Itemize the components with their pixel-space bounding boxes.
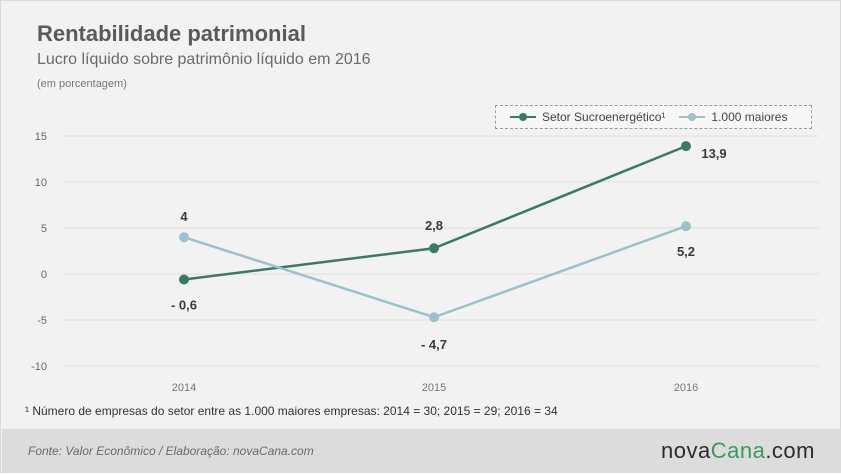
data-label: 4 bbox=[180, 209, 188, 224]
data-point bbox=[429, 243, 439, 254]
legend-swatch-maiores bbox=[679, 112, 706, 122]
x-tick-label: 2015 bbox=[422, 382, 446, 394]
x-tick-label: 2016 bbox=[674, 382, 698, 394]
data-label: - 4,7 bbox=[421, 337, 447, 352]
y-tick-label: 10 bbox=[35, 177, 47, 189]
y-tick-label: -5 bbox=[37, 315, 47, 327]
chart-subtitle: Lucro líquido sobre patrimônio líquido e… bbox=[37, 51, 371, 68]
y-tick-label: 15 bbox=[35, 131, 47, 143]
data-point bbox=[179, 232, 189, 243]
x-tick-label: 2014 bbox=[172, 382, 196, 394]
data-label: - 0,6 bbox=[171, 298, 197, 313]
legend-label-setor: Setor Sucroenergético¹ bbox=[542, 110, 666, 124]
data-point bbox=[179, 274, 189, 285]
y-tick-label: -10 bbox=[31, 361, 47, 373]
y-tick-label: 0 bbox=[41, 269, 47, 281]
unit-note: (em porcentagem) bbox=[37, 78, 127, 90]
logo-main: Cana bbox=[710, 438, 766, 463]
series-line bbox=[183, 224, 687, 319]
footer-bar: Fonte: Valor Econômico / Elaboração: nov… bbox=[2, 429, 841, 473]
data-point bbox=[429, 312, 439, 323]
y-tick-label: 5 bbox=[41, 223, 47, 235]
source-note: Fonte: Valor Econômico / Elaboração: nov… bbox=[28, 444, 314, 458]
data-point bbox=[681, 221, 691, 232]
logo-suffix: .com bbox=[765, 438, 815, 463]
chart-title: Rentabilidade patrimonial bbox=[37, 21, 306, 46]
chart-legend: Setor Sucroenergético¹ 1.000 maiores bbox=[495, 105, 812, 129]
data-point bbox=[681, 141, 691, 152]
legend-item-maiores: 1.000 maiores bbox=[679, 110, 787, 124]
series-line bbox=[183, 144, 687, 281]
footnote: ¹ Número de empresas do setor entre as 1… bbox=[25, 404, 558, 418]
logo-prefix: nova bbox=[661, 438, 711, 463]
novacana-logo: novaCana.com bbox=[661, 438, 815, 464]
legend-label-maiores: 1.000 maiores bbox=[711, 110, 788, 124]
legend-swatch-setor bbox=[510, 112, 536, 122]
legend-item-setor: Setor Sucroenergético¹ bbox=[510, 110, 665, 124]
data-label: 5,2 bbox=[677, 244, 695, 259]
data-label: 13,9 bbox=[701, 146, 726, 161]
data-label: 2,8 bbox=[425, 218, 443, 233]
